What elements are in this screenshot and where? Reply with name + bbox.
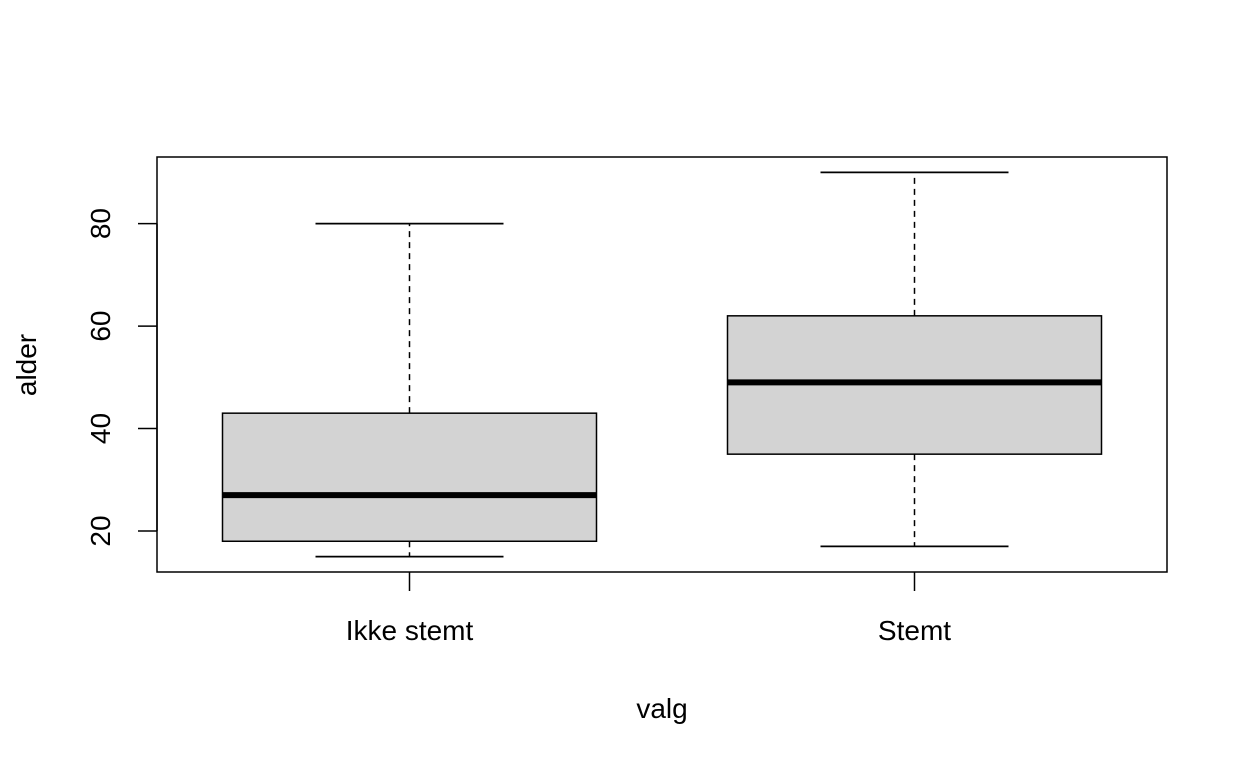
box-ikke-stemt bbox=[221, 412, 598, 543]
box-marks bbox=[221, 171, 1103, 558]
y-tick-label-80: 80 bbox=[85, 208, 116, 239]
x-tick-label-stemt: Stemt bbox=[878, 615, 951, 646]
y-tick-label-60: 60 bbox=[85, 310, 116, 341]
x-axis-label: valg bbox=[636, 693, 687, 724]
x-tick-label-ikke-stemt: Ikke stemt bbox=[346, 615, 474, 646]
y-tick-label-40: 40 bbox=[85, 413, 116, 444]
y-axis-label: alder bbox=[11, 334, 42, 396]
axes: Ikke stemt Stemt 20 40 60 80 bbox=[85, 208, 951, 646]
y-tick-label-20: 20 bbox=[85, 515, 116, 546]
